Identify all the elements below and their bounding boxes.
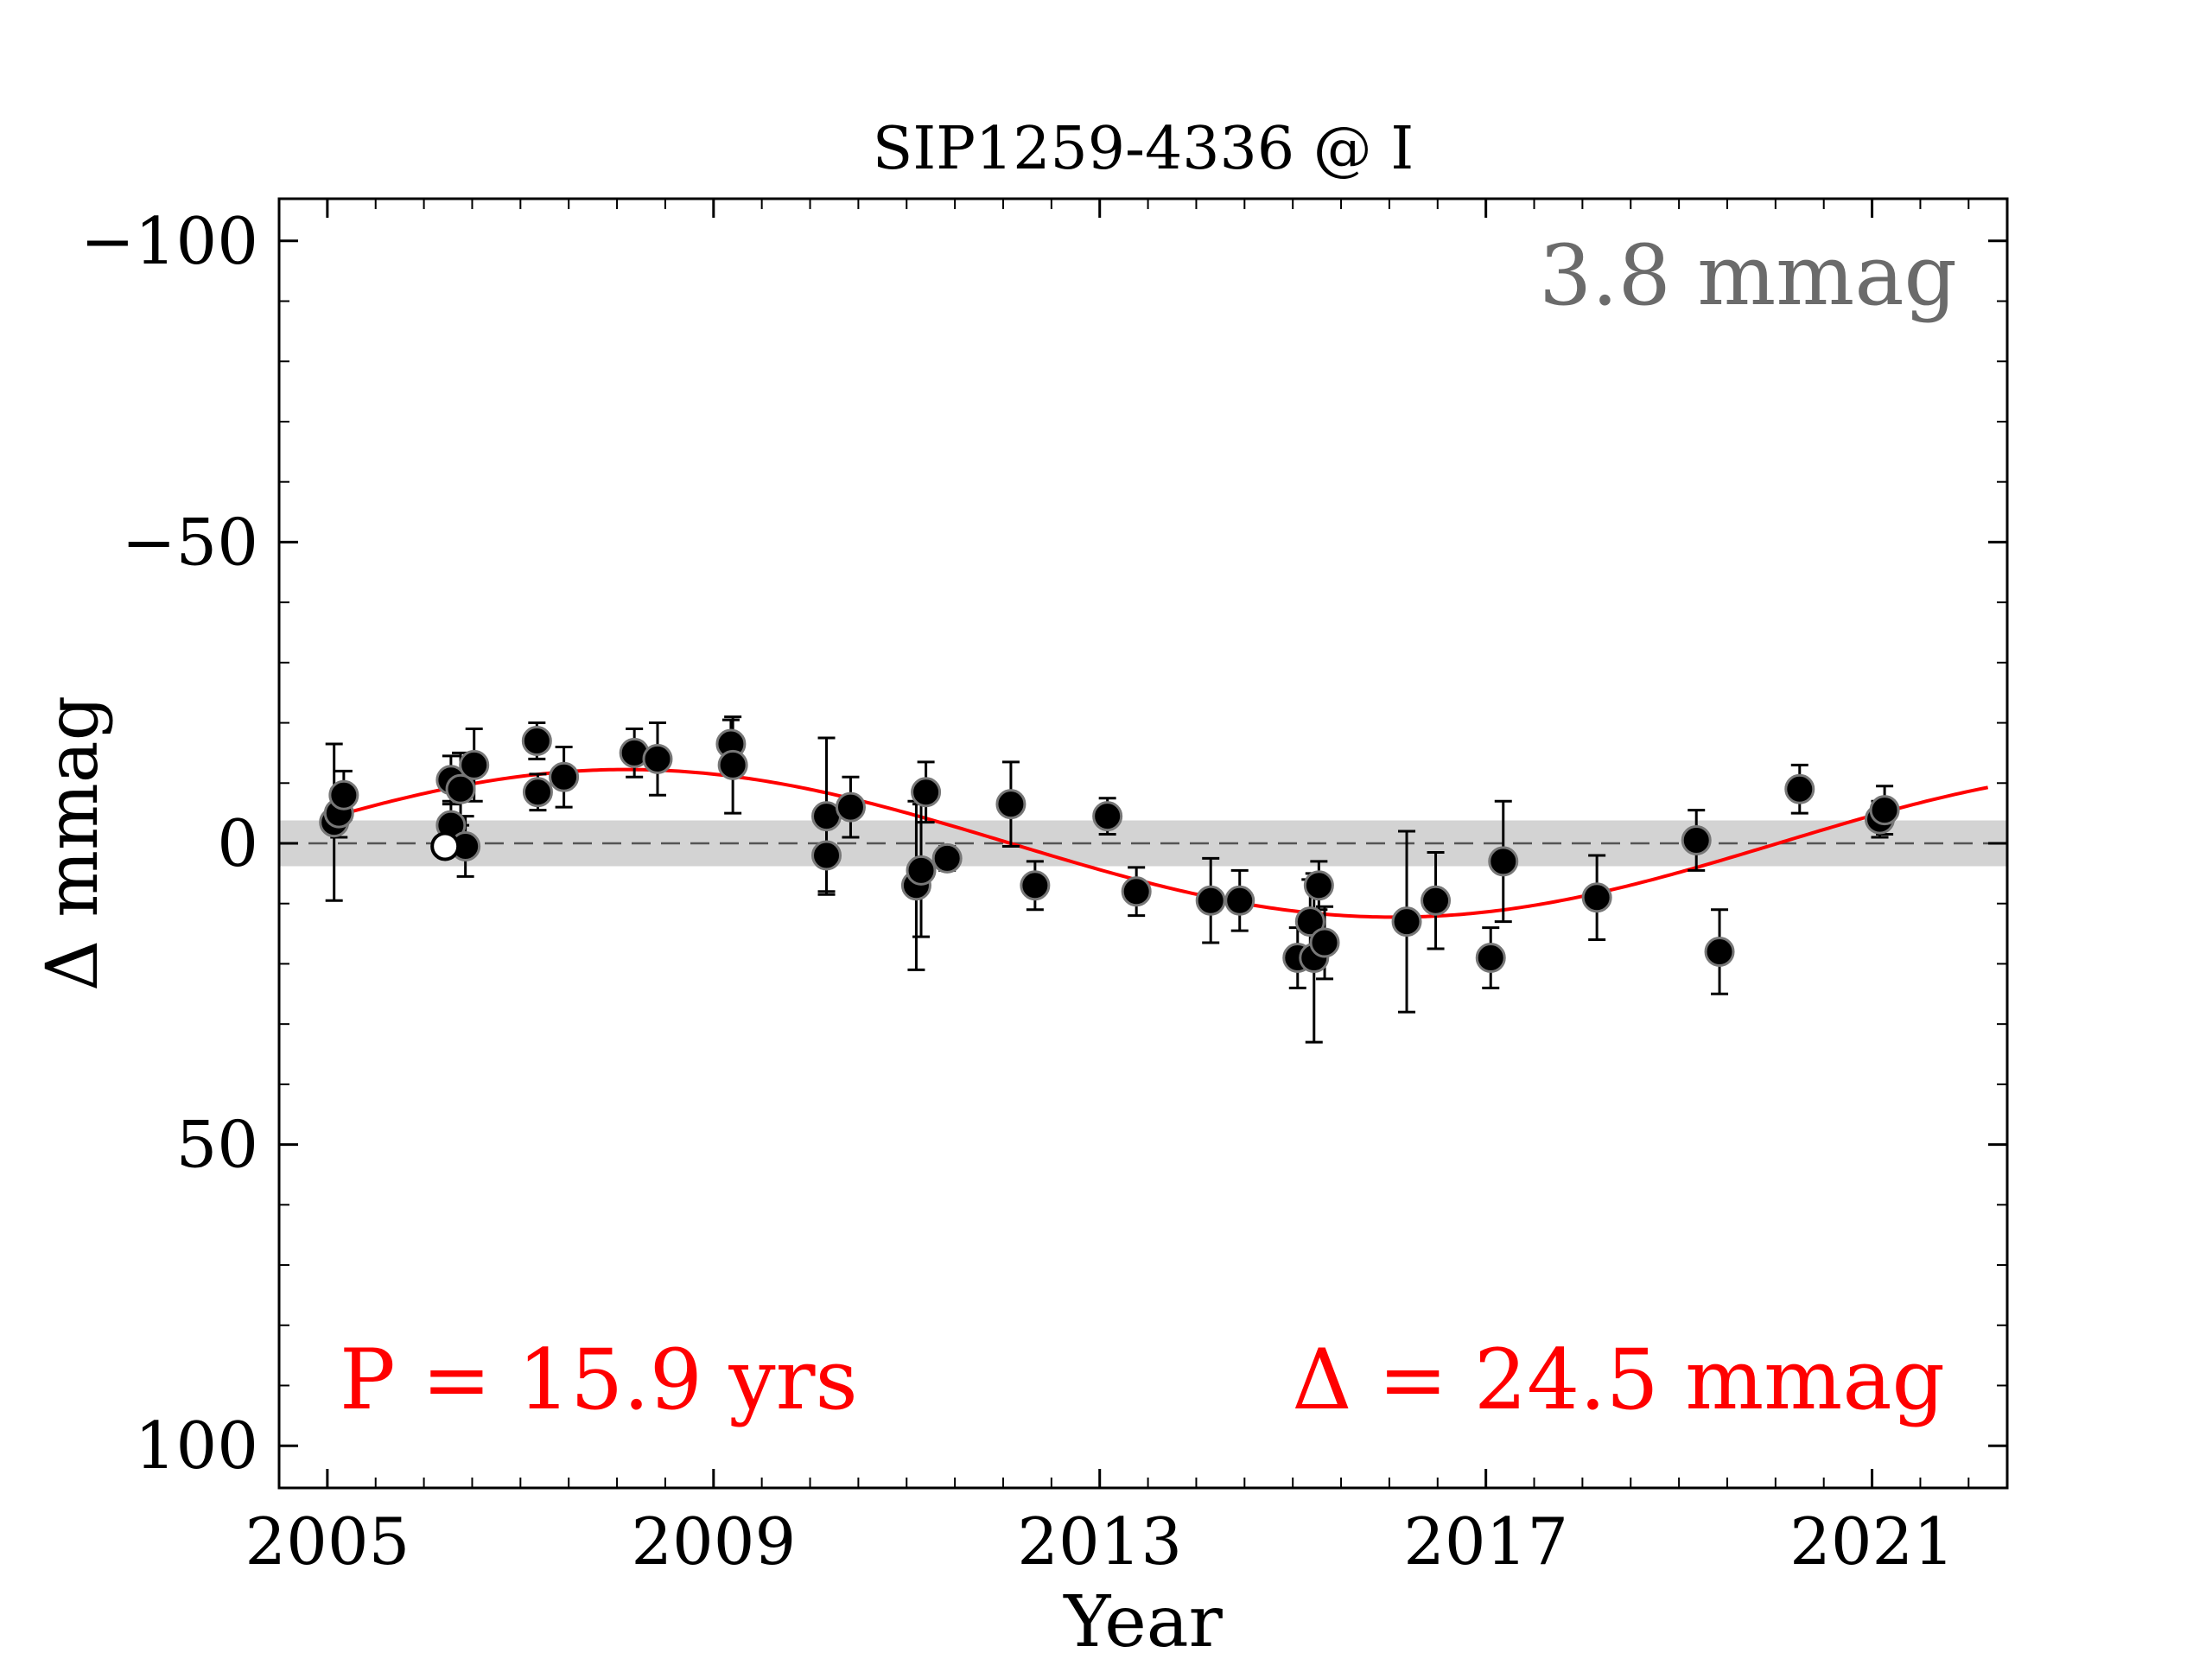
data-point bbox=[1421, 885, 1452, 916]
data-point bbox=[1681, 825, 1712, 856]
data-point bbox=[1309, 927, 1340, 958]
data-point bbox=[642, 743, 673, 774]
x-axis-label: Year bbox=[1063, 1581, 1223, 1659]
x-tick-label: 2013 bbox=[1017, 1503, 1182, 1580]
data-point-layer bbox=[319, 725, 1900, 973]
data-point bbox=[1391, 906, 1422, 938]
y-tick-label: 100 bbox=[135, 1408, 258, 1484]
amplitude-label: Δ = 24.5 mmag bbox=[1292, 1332, 1945, 1428]
data-point bbox=[1581, 882, 1612, 913]
data-point bbox=[521, 725, 552, 756]
x-tick-label: 2005 bbox=[245, 1503, 410, 1580]
tick-layer bbox=[278, 199, 2007, 1488]
data-point bbox=[1704, 936, 1735, 967]
data-point bbox=[995, 789, 1027, 820]
data-point bbox=[717, 749, 748, 780]
data-point bbox=[1121, 876, 1152, 907]
data-point bbox=[1869, 795, 1900, 826]
data-point bbox=[1303, 870, 1334, 901]
data-point bbox=[1195, 885, 1226, 916]
x-tick-label: 2021 bbox=[1789, 1503, 1955, 1580]
chart-title: SIP1259-4336 @ I bbox=[873, 115, 1414, 183]
x-tick-label: 2017 bbox=[1403, 1503, 1568, 1580]
data-point bbox=[1224, 885, 1255, 916]
y-tick-label: −50 bbox=[122, 504, 258, 580]
fit-curve-layer bbox=[346, 767, 1989, 919]
data-point bbox=[522, 777, 553, 808]
data-point bbox=[459, 749, 490, 780]
data-point bbox=[1475, 942, 1506, 973]
data-point bbox=[549, 761, 580, 792]
data-point bbox=[835, 791, 866, 823]
y-tick-label: 0 bbox=[217, 805, 258, 881]
y-tick-label: 50 bbox=[176, 1107, 258, 1183]
data-point bbox=[1784, 773, 1815, 804]
data-point bbox=[1092, 801, 1123, 832]
data-point bbox=[1020, 870, 1051, 901]
fit-curve bbox=[346, 767, 1989, 919]
period-label: P = 15.9 yrs bbox=[340, 1332, 858, 1428]
band-width-label: 3.8 mmag bbox=[1539, 227, 1957, 324]
data-point bbox=[906, 855, 937, 886]
data-point bbox=[911, 777, 942, 808]
data-point bbox=[1488, 846, 1519, 877]
tick-label-layer: 2005 2009 2013 2017 2021 −100 −50 0 50 100 bbox=[80, 203, 1955, 1580]
data-point-open bbox=[430, 831, 461, 861]
x-tick-label: 2009 bbox=[631, 1503, 796, 1580]
data-point bbox=[931, 842, 963, 874]
data-point bbox=[1294, 906, 1325, 938]
data-point bbox=[328, 779, 359, 810]
data-point bbox=[445, 773, 476, 804]
y-axis-label: Δ mmag bbox=[32, 696, 114, 991]
y-tick-label: −100 bbox=[80, 203, 258, 279]
data-point bbox=[811, 840, 842, 871]
